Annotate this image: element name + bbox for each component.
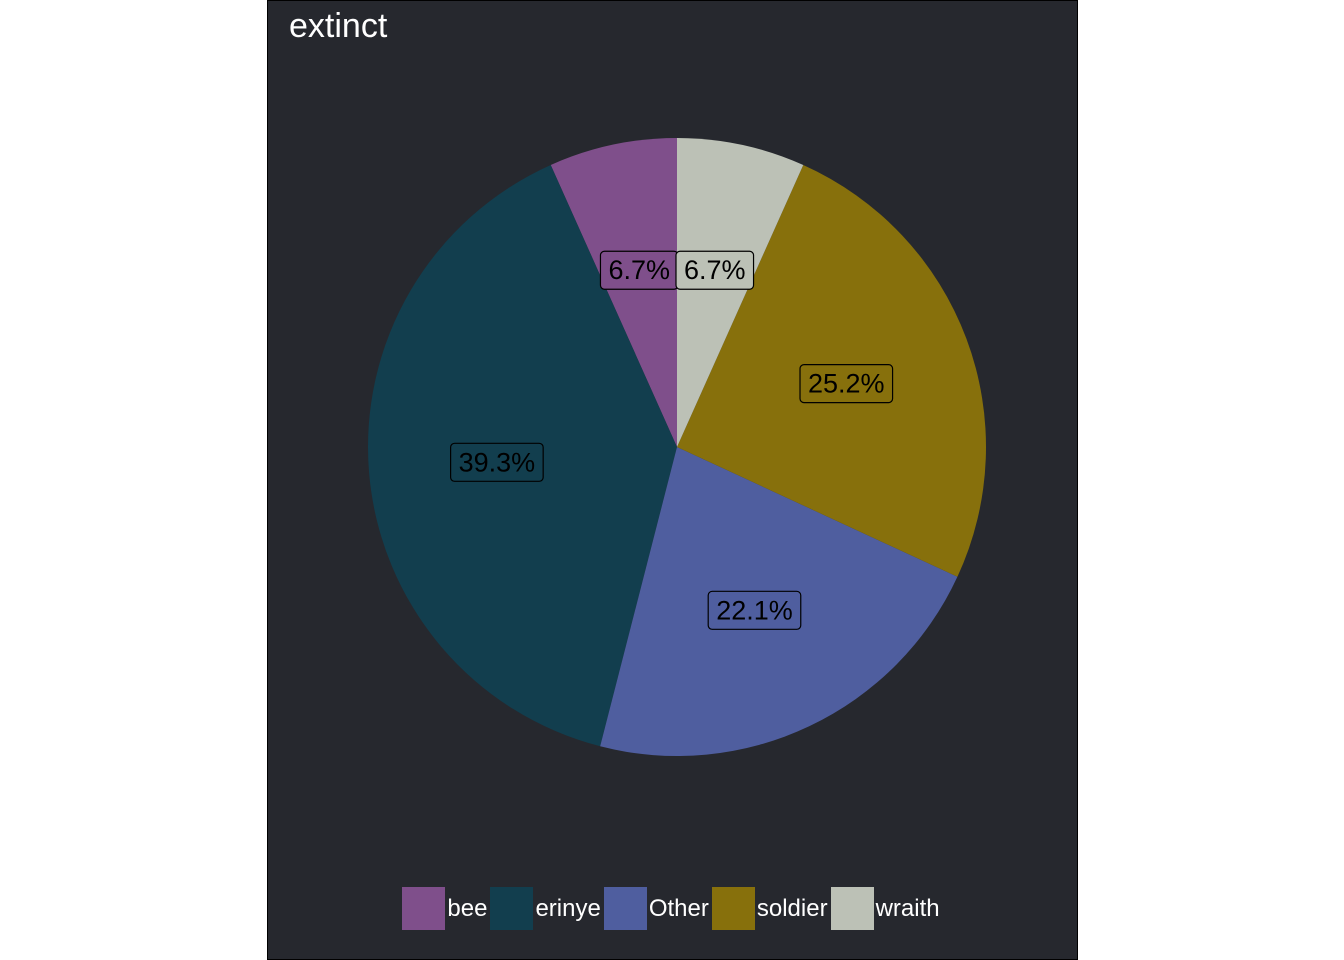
- slice-label-text: 6.7%: [608, 255, 670, 285]
- slice-label-other: 22.1%: [707, 590, 802, 630]
- slice-label-erinye: 39.3%: [450, 442, 544, 482]
- legend-item-soldier: soldier: [711, 887, 828, 930]
- legend-swatch: [830, 887, 874, 930]
- slice-label-text: 39.3%: [459, 447, 536, 477]
- slice-label-bee: 6.7%: [599, 250, 679, 290]
- legend-label: wraith: [875, 894, 940, 922]
- legend-label: bee: [447, 894, 488, 922]
- chart-title: extinct: [289, 7, 388, 45]
- legend-label: Other: [648, 894, 709, 922]
- legend-item-other: Other: [603, 887, 709, 930]
- slice-label-text: 6.7%: [684, 255, 746, 285]
- legend: bee erinye Other soldier wraith: [268, 887, 1077, 930]
- legend-swatch: [402, 887, 446, 930]
- slice-label-box: [707, 590, 802, 630]
- slice-label-text: 22.1%: [716, 595, 793, 625]
- legend-swatch: [490, 887, 534, 930]
- legend-item-wraith: wraith: [830, 887, 940, 930]
- chart-panel: extinct 6.7% 39.3% 22.1% 25.2% 6.7% bee eriny…: [267, 0, 1078, 960]
- pie-chart: 6.7% 39.3% 22.1% 25.2% 6.7%: [368, 138, 986, 756]
- legend-swatch: [603, 887, 647, 930]
- legend-label: erinye: [535, 894, 601, 922]
- pie-slice-wraith: [677, 138, 804, 447]
- legend-swatch: [711, 887, 755, 930]
- legend-item-erinye: erinye: [490, 887, 601, 930]
- pie-slice-bee: [550, 138, 677, 447]
- legend-label: soldier: [756, 894, 828, 922]
- slice-label-box: [799, 364, 894, 404]
- slice-label-box: [450, 442, 544, 482]
- slice-label-wraith: 6.7%: [675, 250, 755, 290]
- slice-label-box: [675, 250, 755, 290]
- slice-label-text: 25.2%: [808, 369, 885, 399]
- legend-item-bee: bee: [402, 887, 487, 930]
- slice-label-soldier: 25.2%: [799, 364, 894, 404]
